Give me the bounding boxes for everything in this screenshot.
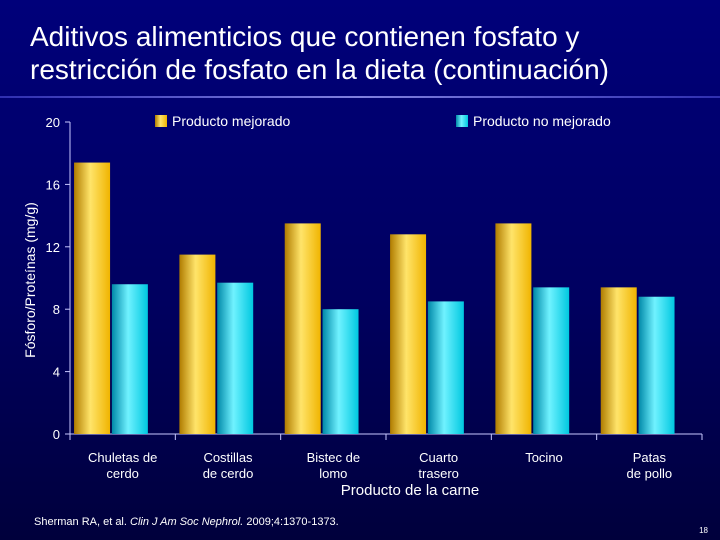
bar-producto-mejorado <box>74 162 111 434</box>
x-category-label-line: Patas <box>633 450 667 465</box>
bar-producto-no-mejorado <box>427 301 464 434</box>
x-category-label: Patas de pollo <box>627 450 673 481</box>
legend-label-no-mejorado: Producto no mejorado <box>473 113 611 129</box>
legend-label-mejorado: Producto mejorado <box>172 113 291 129</box>
legend-swatch-no-mejorado <box>456 115 468 127</box>
x-axis-title: Producto de la carne <box>341 482 479 499</box>
y-axis-title: Fósforo/Proteínas (mg/g) <box>22 202 38 358</box>
bar-producto-mejorado <box>284 223 321 434</box>
bar-producto-mejorado <box>179 254 216 434</box>
bar-producto-no-mejorado <box>217 282 254 434</box>
x-category-label-line: lomo <box>319 466 347 481</box>
x-category-label-line: Tocino <box>525 450 563 465</box>
x-category-label-line: Bistec de <box>307 450 360 465</box>
bar-producto-no-mejorado <box>533 287 570 434</box>
x-category-label: Costillas de cerdo <box>203 450 254 481</box>
legend-swatch-mejorado <box>155 115 167 127</box>
x-category-label-line: trasero <box>418 466 458 481</box>
x-category-label-line: Cuarto <box>419 450 458 465</box>
x-category-label: Chuletas de cerdo <box>88 450 157 481</box>
x-category-label: Bistec de lomo <box>307 450 360 481</box>
y-tick-label: 12 <box>46 240 60 255</box>
x-category-label-line: Chuletas de <box>88 450 157 465</box>
bar-producto-no-mejorado <box>111 284 148 434</box>
x-category-label: Tocino <box>525 450 563 465</box>
title-line-1: Aditivos alimenticios que contienen fosf… <box>30 21 580 52</box>
x-category-label-line: cerdo <box>106 466 139 481</box>
slide-title: Aditivos alimenticios que contienen fosf… <box>30 20 710 86</box>
y-tick-label: 4 <box>53 365 60 380</box>
bar-producto-mejorado <box>495 223 532 434</box>
y-tick-label: 8 <box>53 302 60 317</box>
title-divider <box>0 96 720 98</box>
y-tick-label: 0 <box>53 427 60 442</box>
page-number: 18 <box>699 526 708 535</box>
y-tick-label: 16 <box>46 177 60 192</box>
x-category-label: Cuarto trasero <box>418 450 458 481</box>
citation-details: 2009;4:1370-1373. <box>243 516 339 528</box>
y-tick-label: 20 <box>46 115 60 130</box>
citation-authors: Sherman RA, et al. <box>34 516 130 528</box>
bar-producto-mejorado <box>390 234 427 434</box>
bar-producto-mejorado <box>600 287 637 434</box>
x-category-label-line: de pollo <box>627 466 673 481</box>
title-line-2: restricción de fosfato en la dieta (cont… <box>30 54 609 85</box>
x-category-label-line: Costillas <box>203 450 253 465</box>
citation-journal: Clin J Am Soc Nephrol. <box>130 516 244 528</box>
bar-producto-no-mejorado <box>322 309 359 434</box>
bar-chart: 0 4 8 12 16 20 Fósforo/Proteínas (mg/g) Chulet… <box>22 113 703 499</box>
bar-producto-no-mejorado <box>638 296 675 434</box>
x-category-label-line: de cerdo <box>203 466 254 481</box>
citation: Sherman RA, et al. Clin J Am Soc Nephrol… <box>34 516 339 528</box>
